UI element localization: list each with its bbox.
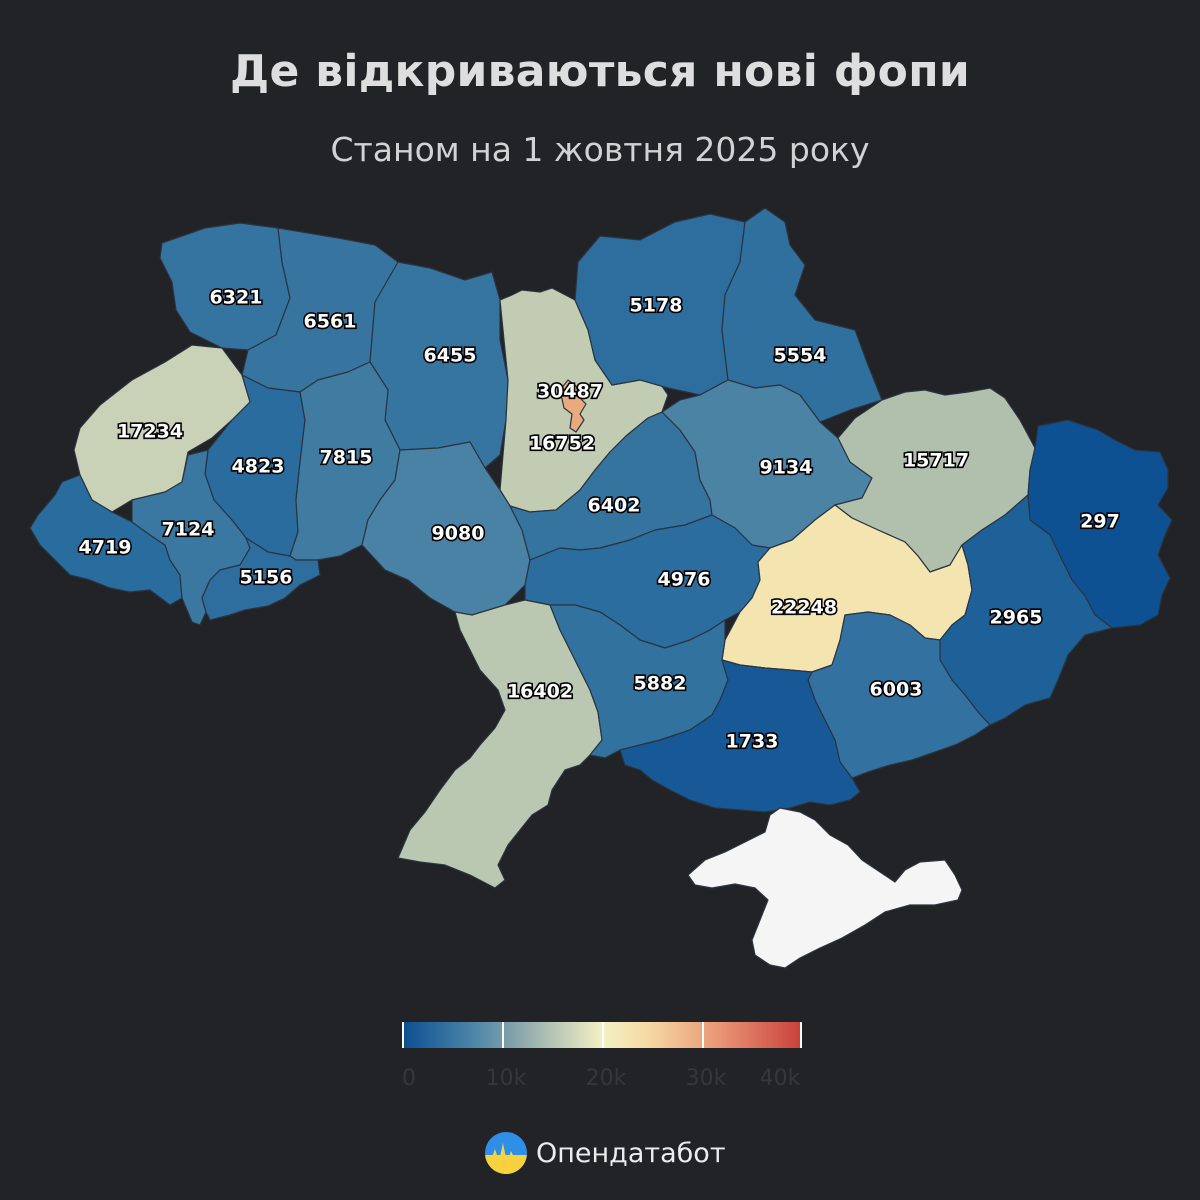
region-value-poltava: 9134 (760, 457, 813, 479)
region-value-chernivtsi: 5156 (240, 567, 293, 589)
region-value-kirovohrad: 4976 (658, 569, 711, 591)
map-title: Де відкриваються нові фопи (229, 46, 971, 97)
region-value-sumy: 5554 (774, 345, 827, 367)
region-zakarpattia (29, 474, 183, 606)
region-value-vinnytsia: 9080 (432, 523, 485, 545)
region-donetsk (939, 494, 1113, 726)
legend-tick-label: 0 (402, 1066, 416, 1091)
region-value-zakarpattia: 4719 (79, 537, 132, 559)
region-value-ivano-frankivsk: 7124 (162, 519, 215, 541)
region-sumy (721, 207, 883, 423)
region-value-lviv: 17234 (117, 421, 183, 443)
region-value-rivne: 6561 (304, 311, 357, 333)
legend-tick (402, 1022, 404, 1048)
region-crimea (687, 807, 963, 969)
region-value-dnipropetrovsk: 22248 (771, 597, 837, 619)
legend-tick (602, 1022, 604, 1048)
region-value-zaporizhzhia: 6003 (870, 679, 923, 701)
region-value-odesa: 16402 (507, 681, 573, 703)
color-scale-legend: 0 10k 20k 30k 40k (402, 1022, 804, 1092)
legend-tick-label: 10k (485, 1066, 527, 1091)
region-kyiv-city (559, 379, 587, 433)
brand: Опендатабот (484, 1130, 726, 1176)
brand-name: Опендатабот (536, 1137, 726, 1169)
legend-tick (502, 1022, 504, 1048)
region-value-luhansk: 297 (1080, 511, 1120, 533)
region-value-kyiv-oblast: 16752 (529, 433, 595, 455)
region-value-volyn: 6321 (210, 287, 263, 309)
region-value-zhytomyr: 6455 (424, 345, 477, 367)
region-value-kherson: 1733 (726, 731, 779, 753)
legend-tick (800, 1022, 802, 1048)
region-value-cherkasy: 6402 (588, 495, 641, 517)
legend-tick-label: 40k (759, 1066, 801, 1091)
region-value-khmelnytskyi: 7815 (320, 447, 373, 469)
opendatabot-logo-icon (485, 1132, 527, 1174)
region-value-kharkiv: 15717 (903, 450, 969, 472)
legend-tick (702, 1022, 704, 1048)
region-value-ternopil: 4823 (232, 456, 285, 478)
legend-tick-label: 20k (585, 1066, 627, 1091)
region-chernivtsi (201, 537, 321, 621)
map-subtitle: Станом на 1 жовтня 2025 року (330, 130, 870, 169)
legend-tick-label: 30k (685, 1066, 727, 1091)
region-value-donetsk: 2965 (990, 607, 1043, 629)
region-value-chernihiv: 5178 (630, 295, 683, 317)
region-value-mykolaiv: 5882 (634, 673, 687, 695)
region-value-kyiv-city: 30487 (537, 381, 603, 403)
